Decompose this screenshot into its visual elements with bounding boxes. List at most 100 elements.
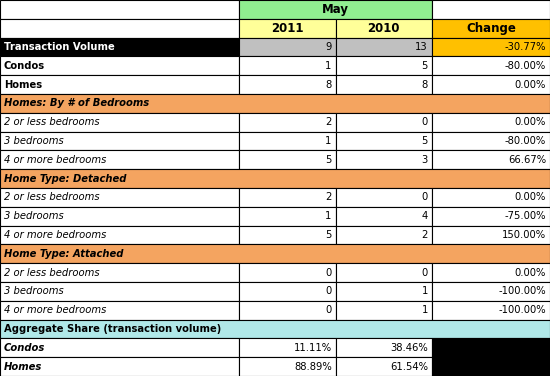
Text: 2: 2 <box>325 117 332 127</box>
Text: 0: 0 <box>326 268 332 277</box>
Text: Homes: Homes <box>4 80 42 89</box>
Bar <box>336 226 432 244</box>
Bar <box>239 301 336 320</box>
Bar <box>0 75 239 94</box>
Bar <box>0 94 550 113</box>
Text: 0: 0 <box>422 268 428 277</box>
Bar <box>336 56 432 75</box>
Bar <box>336 113 432 132</box>
Text: 2011: 2011 <box>271 22 304 35</box>
Bar <box>336 132 432 150</box>
Bar <box>432 207 550 226</box>
Bar <box>0 169 550 188</box>
Text: 1: 1 <box>421 305 428 315</box>
Bar <box>432 56 550 75</box>
Text: 4 or more bedrooms: 4 or more bedrooms <box>4 305 106 315</box>
Text: -100.00%: -100.00% <box>498 305 546 315</box>
Bar <box>0 113 239 132</box>
Bar <box>239 263 336 282</box>
Bar <box>239 132 336 150</box>
Text: -100.00%: -100.00% <box>498 287 546 296</box>
Text: 88.89%: 88.89% <box>294 362 332 371</box>
Text: 1: 1 <box>325 211 332 221</box>
Bar <box>336 75 432 94</box>
Text: 13: 13 <box>415 42 428 52</box>
Text: 1: 1 <box>421 287 428 296</box>
Bar <box>239 56 336 75</box>
Text: Transaction Volume: Transaction Volume <box>4 42 114 52</box>
Bar <box>239 338 336 357</box>
Text: -75.00%: -75.00% <box>505 211 546 221</box>
Text: 61.54%: 61.54% <box>390 362 428 371</box>
Bar <box>0 320 550 338</box>
Text: 3: 3 <box>422 155 428 165</box>
Bar <box>336 150 432 169</box>
Text: Aggregate Share (transaction volume): Aggregate Share (transaction volume) <box>4 324 221 334</box>
Bar <box>0 301 239 320</box>
Bar <box>432 301 550 320</box>
Bar <box>0 282 239 301</box>
Bar <box>432 19 550 38</box>
Bar <box>239 75 336 94</box>
Bar <box>239 38 336 56</box>
Bar <box>336 38 432 56</box>
Text: 4 or more bedrooms: 4 or more bedrooms <box>4 155 106 165</box>
Bar <box>432 38 550 56</box>
Bar <box>0 338 239 357</box>
Text: 38.46%: 38.46% <box>390 343 428 353</box>
Bar <box>0 0 239 19</box>
Bar <box>432 282 550 301</box>
Text: 2 or less bedrooms: 2 or less bedrooms <box>4 117 100 127</box>
Text: 4: 4 <box>422 211 428 221</box>
Bar <box>239 207 336 226</box>
Bar <box>0 38 239 56</box>
Text: 2: 2 <box>325 193 332 202</box>
Text: Change: Change <box>466 22 516 35</box>
Text: 2 or less bedrooms: 2 or less bedrooms <box>4 193 100 202</box>
Bar <box>432 338 550 357</box>
Text: 5: 5 <box>421 61 428 71</box>
Bar <box>239 357 336 376</box>
Text: Home Type: Attached: Home Type: Attached <box>4 249 123 259</box>
Text: Homes: By # of Bedrooms: Homes: By # of Bedrooms <box>4 99 149 108</box>
Text: 8: 8 <box>422 80 428 89</box>
Bar <box>0 244 550 263</box>
Text: 0: 0 <box>422 193 428 202</box>
Text: 3 bedrooms: 3 bedrooms <box>4 287 64 296</box>
Text: 2: 2 <box>421 230 428 240</box>
Bar <box>239 150 336 169</box>
Bar <box>239 188 336 207</box>
Bar <box>0 263 239 282</box>
Text: 0: 0 <box>422 117 428 127</box>
Text: 150.00%: 150.00% <box>502 230 546 240</box>
Bar <box>0 150 239 169</box>
Bar <box>432 132 550 150</box>
Bar <box>336 19 432 38</box>
Bar <box>432 0 550 19</box>
Text: Home Type: Detached: Home Type: Detached <box>4 174 126 183</box>
Bar <box>0 19 239 38</box>
Text: Condos: Condos <box>4 61 45 71</box>
Bar <box>336 263 432 282</box>
Bar <box>336 207 432 226</box>
Bar <box>0 226 239 244</box>
Text: May: May <box>322 3 349 16</box>
Text: -80.00%: -80.00% <box>505 136 546 146</box>
Text: 5: 5 <box>325 155 332 165</box>
Bar <box>239 0 432 19</box>
Text: 3 bedrooms: 3 bedrooms <box>4 136 64 146</box>
Text: 5: 5 <box>421 136 428 146</box>
Bar <box>336 188 432 207</box>
Text: 9: 9 <box>325 42 332 52</box>
Bar <box>432 263 550 282</box>
Bar <box>336 282 432 301</box>
Text: 2010: 2010 <box>367 22 400 35</box>
Text: 2 or less bedrooms: 2 or less bedrooms <box>4 268 100 277</box>
Bar <box>336 301 432 320</box>
Bar <box>0 56 239 75</box>
Text: 0.00%: 0.00% <box>515 80 546 89</box>
Text: -30.77%: -30.77% <box>505 42 546 52</box>
Text: 0.00%: 0.00% <box>515 117 546 127</box>
Text: -80.00%: -80.00% <box>505 61 546 71</box>
Text: 1: 1 <box>325 136 332 146</box>
